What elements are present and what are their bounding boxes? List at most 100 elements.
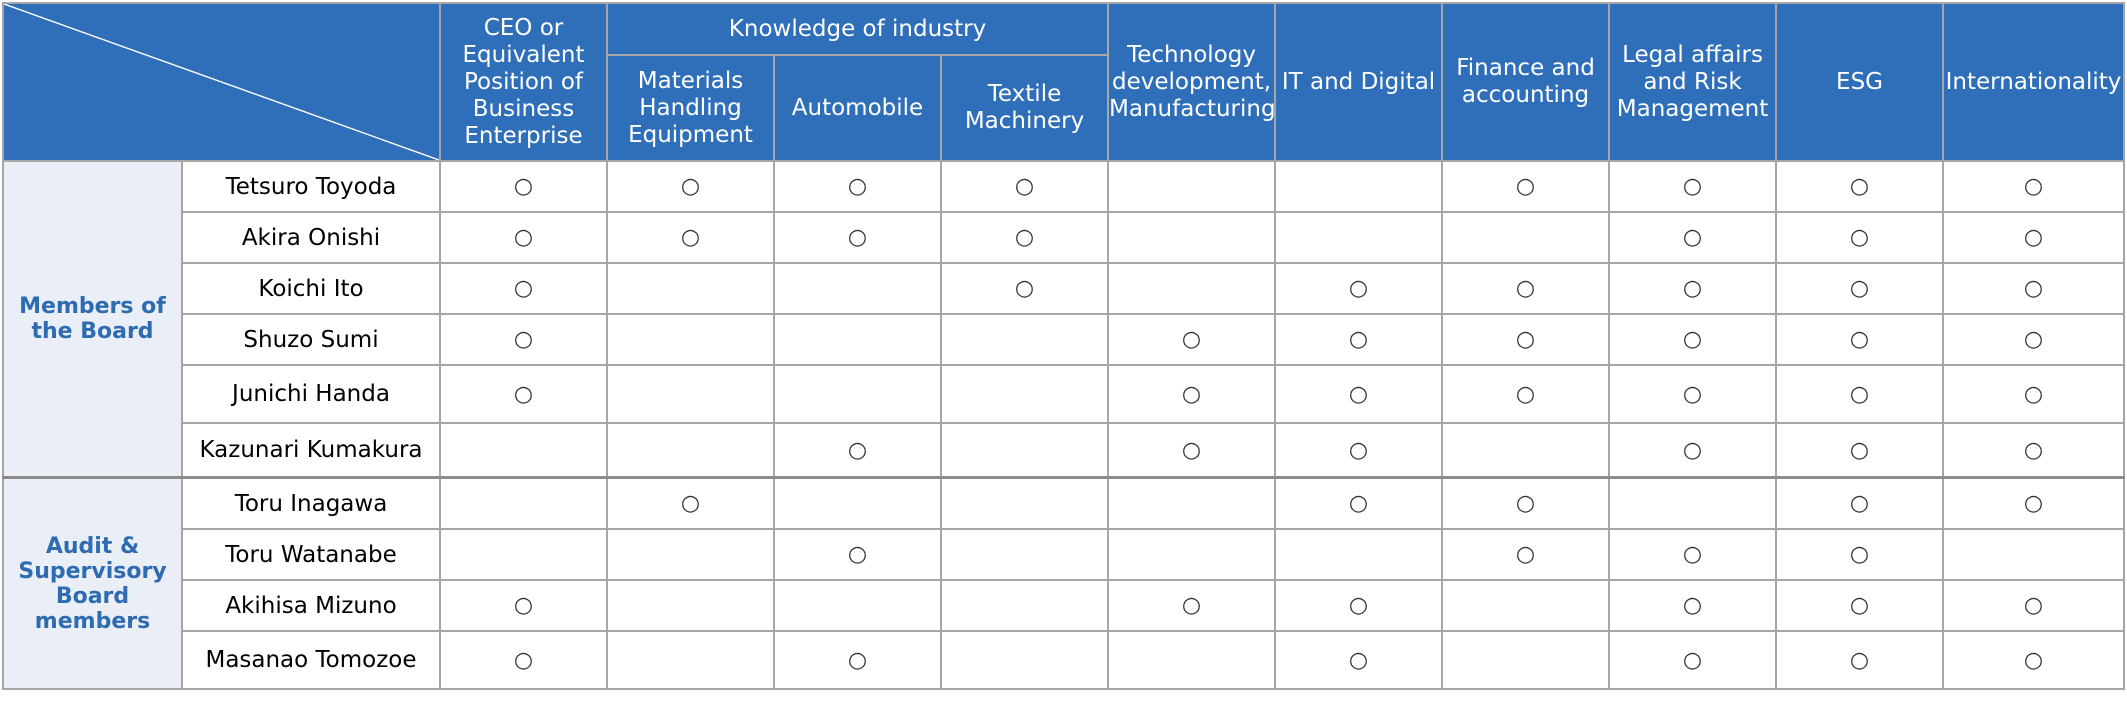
- header-automobile: Automobile: [773, 54, 942, 162]
- skill-mark: [773, 364, 942, 424]
- skill-mark: ○: [1942, 579, 2126, 632]
- skill-mark: ○: [773, 211, 942, 264]
- skill-mark: ○: [1107, 579, 1277, 632]
- skill-mark: [939, 313, 1110, 366]
- skill-mark: ○: [606, 160, 775, 213]
- skill-mark: [1441, 422, 1611, 479]
- skill-mark: [606, 313, 775, 366]
- skill-mark: [439, 528, 608, 581]
- skill-mark: ○: [1775, 476, 1945, 530]
- skill-mark: [773, 579, 942, 632]
- skill-mark: ○: [1608, 160, 1778, 213]
- matrix-header: CEO or Equivalent Position of Business E…: [2, 2, 2126, 162]
- skill-mark: ○: [1107, 422, 1277, 479]
- skill-mark: [1942, 528, 2126, 581]
- skill-mark: ○: [439, 262, 608, 315]
- skill-mark: ○: [1608, 364, 1778, 424]
- table-row: Kazunari Kumakura ○ ○ ○ ○ ○ ○: [3, 422, 2126, 479]
- skill-mark: ○: [939, 262, 1110, 315]
- skill-mark: [606, 528, 775, 581]
- header-esg: ESG: [1775, 2, 1945, 162]
- header-industry-group: Knowledge of industry: [605, 2, 1110, 56]
- skill-mark: ○: [1775, 630, 1945, 690]
- skill-mark: ○: [439, 313, 608, 366]
- skill-mark: ○: [1441, 528, 1611, 581]
- skill-mark: ○: [1775, 262, 1945, 315]
- skill-mark: ○: [1775, 160, 1945, 213]
- header-textile-machinery: Textile Machinery: [939, 54, 1110, 162]
- skill-mark: ○: [439, 364, 608, 424]
- skill-mark: [939, 630, 1110, 690]
- member-name: Akihisa Mizuno: [181, 579, 441, 632]
- skill-mark: [1608, 476, 1778, 530]
- skill-mark: ○: [1608, 262, 1778, 315]
- skill-mark: [773, 262, 942, 315]
- skill-mark: [939, 579, 1110, 632]
- skill-mark: ○: [439, 211, 608, 264]
- header-internationality: Internationality: [1942, 2, 2126, 162]
- header-legal: Legal affairs and Risk Management: [1608, 2, 1778, 162]
- skill-mark: ○: [1942, 630, 2126, 690]
- skill-mark: ○: [939, 160, 1110, 213]
- member-name: Junichi Handa: [181, 364, 441, 424]
- skill-mark: [939, 476, 1110, 530]
- table-row: Koichi Ito ○ ○ ○ ○ ○ ○ ○: [3, 262, 2126, 315]
- skill-mark: ○: [1608, 211, 1778, 264]
- header-it-digital: IT and Digital: [1274, 2, 1444, 162]
- skill-mark: [939, 364, 1110, 424]
- skill-mark: ○: [1942, 422, 2126, 479]
- skill-mark: ○: [773, 528, 942, 581]
- skill-mark: ○: [1608, 313, 1778, 366]
- skill-mark: [1107, 262, 1277, 315]
- matrix-body: Members of the Board Tetsuro Toyoda ○ ○ …: [2, 160, 2126, 690]
- skill-mark: ○: [1942, 313, 2126, 366]
- skill-mark: [1441, 579, 1611, 632]
- skill-mark: ○: [1942, 476, 2126, 530]
- skill-mark: [1107, 630, 1277, 690]
- skill-mark: ○: [1274, 262, 1444, 315]
- skill-mark: ○: [1274, 313, 1444, 366]
- skill-mark: [1107, 160, 1277, 213]
- skill-mark: ○: [1775, 528, 1945, 581]
- skill-mark: ○: [439, 630, 608, 690]
- skill-mark: [773, 313, 942, 366]
- skill-mark: ○: [606, 211, 775, 264]
- skill-mark: [939, 528, 1110, 581]
- skill-mark: [773, 476, 942, 530]
- skill-mark: ○: [1775, 313, 1945, 366]
- skill-mark: ○: [1441, 262, 1611, 315]
- skill-mark: ○: [1942, 262, 2126, 315]
- skill-mark: [1107, 528, 1277, 581]
- skill-mark: [1274, 160, 1444, 213]
- skill-mark: ○: [1608, 422, 1778, 479]
- skill-mark: ○: [773, 630, 942, 690]
- skill-mark: ○: [1274, 630, 1444, 690]
- table-row: Audit & Supervisory Board members Toru I…: [2, 476, 2126, 690]
- skill-mark: ○: [1441, 364, 1611, 424]
- skill-mark: [606, 364, 775, 424]
- skill-mark: ○: [1107, 364, 1277, 424]
- skill-mark: ○: [1274, 364, 1444, 424]
- skill-mark: ○: [439, 160, 608, 213]
- skill-mark: ○: [1942, 364, 2126, 424]
- skill-mark: [1441, 630, 1611, 690]
- skill-mark: [939, 422, 1110, 479]
- skill-mark: [606, 579, 775, 632]
- group-label-board: Members of the Board: [2, 160, 183, 479]
- skill-mark: [1274, 528, 1444, 581]
- member-name: Toru Inagawa: [181, 476, 441, 530]
- skill-mark: ○: [439, 579, 608, 632]
- skill-mark: [606, 422, 775, 479]
- skill-mark: ○: [1775, 364, 1945, 424]
- skills-matrix-table: CEO or Equivalent Position of Business E…: [2, 2, 2126, 690]
- member-name: Tetsuro Toyoda: [181, 160, 441, 213]
- member-name: Akira Onishi: [181, 211, 441, 264]
- skill-mark: ○: [1441, 160, 1611, 213]
- table-row: Masanao Tomozoe ○ ○ ○ ○ ○ ○: [3, 630, 2126, 690]
- member-name: Koichi Ito: [181, 262, 441, 315]
- skill-mark: [1107, 476, 1277, 530]
- skill-mark: ○: [1775, 422, 1945, 479]
- skill-mark: ○: [1107, 313, 1277, 366]
- skill-mark: ○: [939, 211, 1110, 264]
